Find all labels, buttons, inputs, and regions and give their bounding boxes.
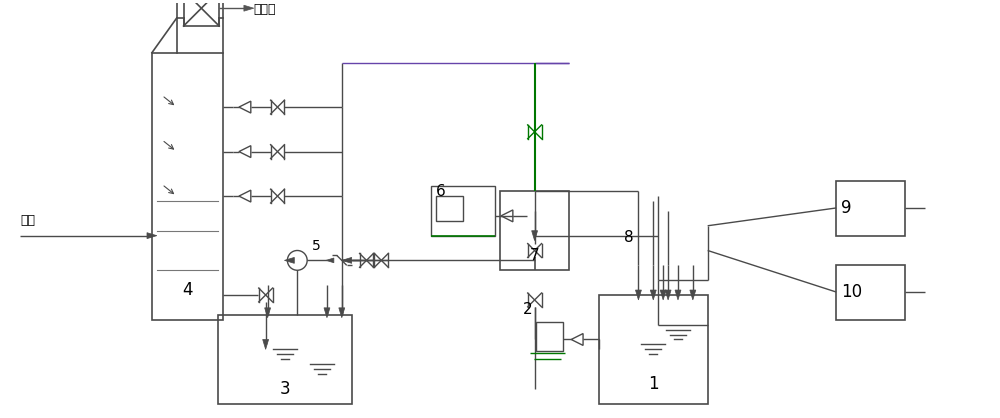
Polygon shape — [326, 258, 334, 263]
Polygon shape — [342, 257, 352, 263]
Bar — [599, 295, 708, 404]
Text: 8: 8 — [624, 230, 633, 245]
Bar — [152, 53, 223, 320]
Text: 2: 2 — [523, 302, 532, 317]
Text: 9: 9 — [841, 199, 852, 217]
Text: 去烟囱: 去烟囱 — [254, 3, 276, 16]
Bar — [500, 191, 569, 270]
Polygon shape — [690, 290, 696, 300]
Polygon shape — [660, 290, 666, 300]
Polygon shape — [339, 308, 345, 318]
Bar — [536, 322, 563, 352]
Polygon shape — [147, 233, 157, 239]
Text: 4: 4 — [182, 281, 193, 299]
Bar — [184, 0, 219, 26]
Polygon shape — [532, 231, 538, 241]
Polygon shape — [665, 290, 671, 300]
Polygon shape — [284, 257, 294, 263]
Polygon shape — [324, 308, 330, 318]
Bar — [431, 186, 495, 236]
Bar — [836, 265, 905, 320]
Text: 烟气: 烟气 — [20, 214, 35, 227]
Polygon shape — [675, 290, 681, 300]
Bar — [436, 196, 463, 221]
Polygon shape — [265, 308, 271, 318]
Text: 1: 1 — [648, 375, 659, 393]
Polygon shape — [263, 339, 269, 349]
Text: 7: 7 — [530, 248, 539, 263]
Bar — [218, 315, 352, 404]
Bar — [836, 181, 905, 236]
Polygon shape — [650, 290, 656, 300]
Text: 10: 10 — [841, 283, 862, 301]
Polygon shape — [635, 290, 641, 300]
Polygon shape — [244, 5, 254, 11]
Text: 3: 3 — [280, 380, 290, 398]
Text: 5: 5 — [312, 239, 321, 252]
Text: 6: 6 — [436, 184, 445, 199]
